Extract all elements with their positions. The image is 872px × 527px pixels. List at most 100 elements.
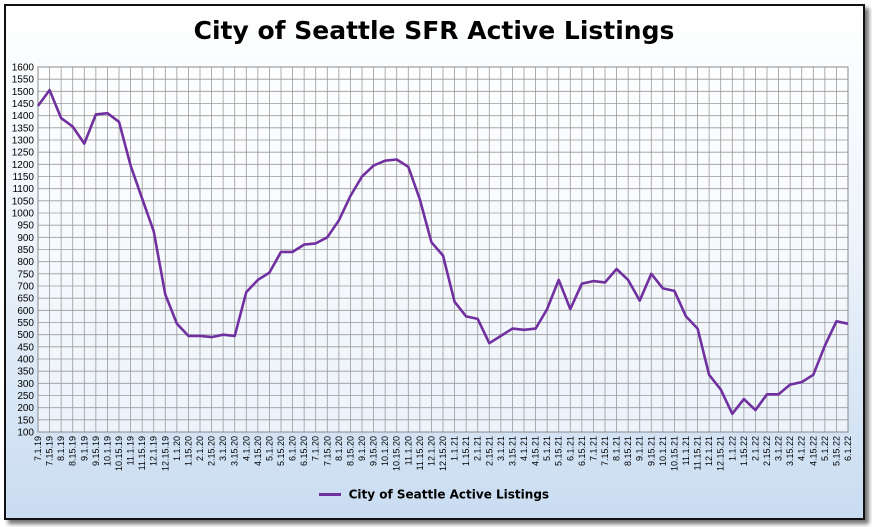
y-tick-label: 950 [17, 221, 34, 232]
x-tick-label: 5.1.22 [820, 436, 830, 461]
y-tick-label: 1400 [12, 111, 35, 122]
y-tick-label: 1150 [12, 172, 34, 183]
y-tick-label: 200 [17, 403, 34, 414]
y-tick-label: 750 [17, 269, 34, 280]
plot-border [37, 66, 849, 433]
x-tick-label: 12.1.21 [704, 436, 714, 466]
x-tick-label: 6.1.21 [565, 436, 575, 461]
x-tick-label: 7.1.20 [311, 436, 321, 461]
x-tick-label: 2.1.22 [750, 436, 760, 461]
x-tick-label: 2.1.20 [195, 436, 205, 461]
y-tick-label: 300 [17, 379, 34, 390]
legend-swatch [318, 493, 341, 497]
x-tick-label: 9.1.19 [79, 436, 89, 461]
legend-label: City of Seattle Active Listings [348, 487, 550, 502]
x-tick-label: 11.15.20 [415, 436, 425, 470]
y-tick-label: 1350 [12, 123, 35, 134]
x-tick-label: 3.1.22 [774, 436, 784, 461]
x-tick-label: 9.15.21 [646, 436, 656, 466]
y-tick-label: 250 [17, 391, 34, 402]
series-line [36, 88, 849, 416]
x-tick-label: 1.1.20 [172, 436, 182, 461]
x-tick-label: 11.1.19 [126, 436, 136, 465]
x-tick-label: 8.15.20 [345, 436, 355, 466]
x-tick-label: 1.1.22 [727, 436, 737, 461]
x-tick-label: 6.15.20 [299, 436, 309, 466]
x-tick-label: 11.1.20 [403, 436, 413, 465]
y-tick-label: 1000 [12, 209, 35, 220]
x-tick-label: 10.1.20 [380, 436, 390, 466]
x-tick-label: 10.15.20 [392, 436, 402, 471]
x-tick-label: 11.1.21 [681, 436, 691, 465]
x-tick-label: 1.15.22 [739, 436, 749, 466]
y-tick-label: 600 [17, 306, 34, 317]
x-tick-label: 1.15.21 [461, 436, 471, 466]
y-tick-label: 850 [17, 245, 34, 256]
x-tick-label: 10.1.21 [658, 436, 668, 466]
chart-legend: City of Seattle Active Listings [0, 486, 868, 502]
x-tick-label: 5.1.20 [264, 436, 274, 461]
y-tick-label: 800 [17, 257, 34, 268]
x-tick-label: 5.15.20 [276, 436, 286, 466]
x-tick-label: 9.1.21 [635, 436, 645, 461]
y-tick-label: 1550 [12, 75, 35, 86]
x-tick-label: 10.15.21 [669, 436, 679, 471]
chart-title: City of Seattle SFR Active Listings [193, 16, 675, 45]
y-tick-label: 500 [17, 330, 34, 341]
y-tick-label: 350 [17, 367, 34, 378]
x-tick-label: 3.15.21 [507, 436, 517, 466]
x-tick-label: 1.15.20 [183, 436, 193, 466]
x-tick-label: 7.1.19 [33, 436, 43, 461]
x-tick-label: 12.15.20 [438, 436, 448, 471]
y-tick-label: 550 [17, 318, 34, 329]
x-tick-label: 2.15.22 [762, 436, 772, 466]
y-tick-label: 150 [17, 415, 34, 426]
x-tick-label: 5.15.22 [831, 436, 841, 466]
y-tick-label: 1600 [12, 63, 35, 74]
x-tick-label: 10.15.19 [114, 436, 124, 471]
x-tick-label: 8.15.19 [68, 436, 78, 466]
x-tick-label: 3.15.20 [230, 436, 240, 466]
y-tick-label: 1250 [12, 148, 35, 159]
x-tick-label: 3.15.22 [785, 436, 795, 466]
x-tick-label: 2.15.21 [484, 436, 494, 466]
y-tick-label: 650 [17, 294, 34, 305]
x-tick-label: 8.1.20 [334, 436, 344, 461]
x-tick-label: 4.1.22 [797, 436, 807, 461]
x-tick-label: 9.1.20 [357, 436, 367, 461]
x-tick-label: 4.15.20 [253, 436, 263, 466]
x-tick-label: 1.1.21 [450, 436, 460, 461]
y-tick-label: 400 [17, 355, 34, 366]
x-tick-label: 12.1.19 [149, 436, 159, 466]
y-tick-label: 450 [17, 342, 34, 353]
x-tick-label: 4.1.21 [519, 436, 529, 461]
x-tick-label: 6.1.22 [843, 436, 853, 461]
x-tick-label: 4.15.21 [531, 436, 541, 466]
x-tick-label: 8.1.21 [612, 436, 622, 461]
y-tick-label: 1300 [12, 136, 35, 147]
x-tick-label: 4.1.20 [241, 436, 251, 461]
x-tick-label: 7.1.21 [588, 436, 598, 461]
x-tick-label: 3.1.20 [218, 436, 228, 461]
x-tick-label: 5.15.21 [554, 436, 564, 466]
x-tick-label: 9.15.20 [369, 436, 379, 466]
x-tick-label: 12.15.19 [160, 436, 170, 471]
x-tick-label: 6.15.21 [577, 436, 587, 466]
x-tick-label: 8.15.21 [623, 436, 633, 466]
x-tick-label: 3.1.21 [496, 436, 506, 461]
y-tick-label: 100 [17, 428, 34, 439]
y-tick-label: 1500 [12, 87, 35, 98]
x-tick-label: 7.15.19 [45, 436, 55, 466]
x-tick-label: 11.15.21 [693, 436, 703, 470]
x-tick-label: 9.15.19 [91, 436, 101, 466]
x-tick-label: 10.1.19 [102, 436, 112, 466]
y-tick-label: 1050 [12, 196, 35, 207]
x-tick-label: 12.15.21 [716, 436, 726, 471]
y-tick-label: 1100 [12, 184, 34, 195]
x-tick-label: 7.15.21 [600, 436, 610, 466]
y-tick-label: 700 [17, 282, 34, 293]
y-tick-label: 1200 [12, 160, 35, 171]
x-tick-label: 11.15.19 [137, 436, 147, 470]
y-tick-label: 900 [17, 233, 34, 244]
